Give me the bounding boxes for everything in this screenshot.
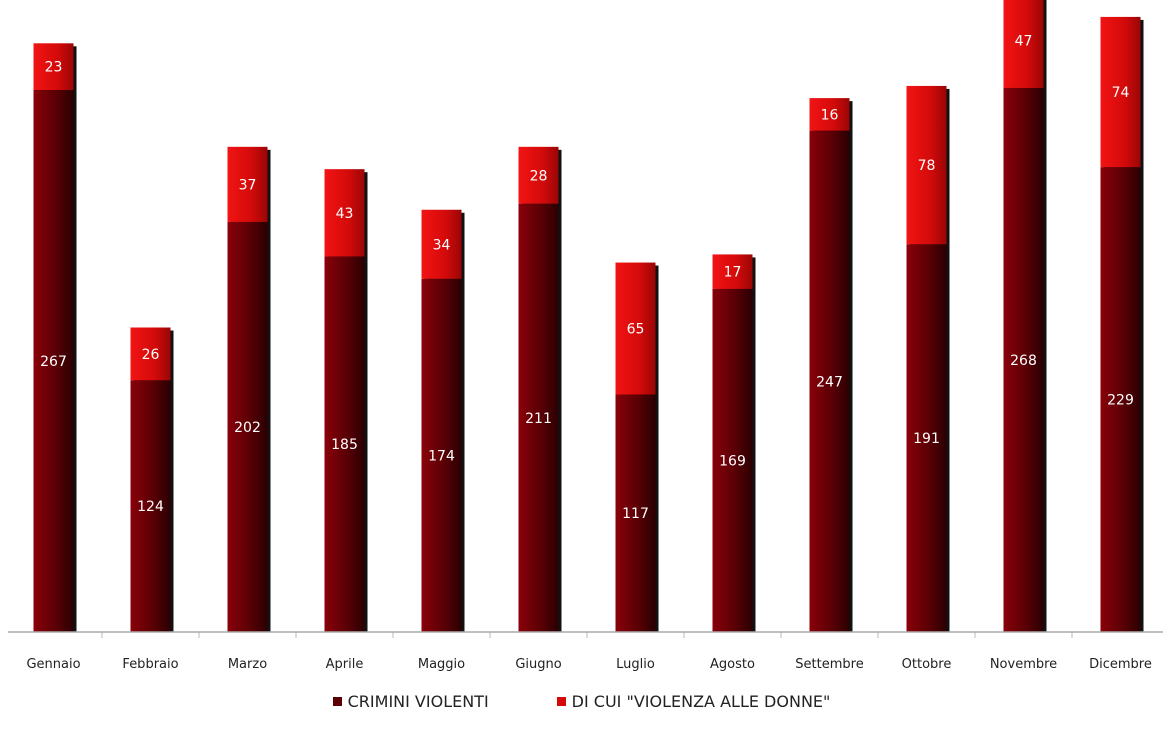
data-label-crimini-violenti: 267 (40, 354, 67, 370)
data-label-violenza-alle-donne: 26 (142, 347, 160, 363)
bar-crimini-violenti (227, 221, 268, 632)
bar-crimini-violenti (518, 203, 559, 633)
legend-item-series-1: CRIMINI VIOLENTI (332, 692, 489, 711)
data-label-violenza-alle-donne: 43 (336, 206, 354, 222)
bar-violenza-alle-donne (1100, 16, 1141, 168)
data-label-crimini-violenti: 117 (622, 506, 649, 522)
bar-violenza-alle-donne (615, 262, 656, 395)
data-label-crimini-violenti: 169 (719, 453, 746, 469)
bar-violenza-alle-donne (809, 98, 850, 131)
bar-crimini-violenti (906, 244, 947, 632)
data-label-crimini-violenti: 202 (234, 420, 261, 436)
data-label-violenza-alle-donne: 47 (1015, 33, 1033, 49)
data-label-crimini-violenti: 211 (525, 411, 552, 427)
data-label-violenza-alle-donne: 16 (821, 107, 839, 123)
x-tick-label: Maggio (418, 657, 465, 672)
bar-violenza-alle-donne (1003, 0, 1044, 88)
bar-crimini-violenti (421, 278, 462, 632)
data-label-violenza-alle-donne: 23 (45, 60, 63, 76)
bar-violenza-alle-donne (33, 43, 74, 90)
data-label-violenza-alle-donne: 17 (724, 265, 742, 281)
x-tick-label: Agosto (710, 657, 755, 672)
x-tick-label: Luglio (616, 657, 655, 672)
data-label-crimini-violenti: 124 (137, 499, 164, 515)
x-tick-label: Settembre (795, 657, 863, 672)
bar-crimini-violenti (1100, 167, 1141, 632)
legend-swatch-series-1 (332, 697, 342, 706)
bar-violenza-alle-donne (130, 327, 171, 381)
x-tick-label: Marzo (228, 657, 267, 672)
bar-crimini-violenti (712, 288, 753, 632)
data-label-violenza-alle-donne: 74 (1112, 85, 1130, 101)
legend: CRIMINI VIOLENTI DI CUI "VIOLENZA ALLE D… (0, 692, 1163, 711)
data-label-crimini-violenti: 185 (331, 437, 358, 453)
legend-swatch-series-2 (556, 697, 566, 706)
legend-label-series-2: DI CUI "VIOLENZA ALLE DONNE" (571, 692, 831, 711)
data-label-violenza-alle-donne: 34 (433, 237, 451, 253)
bar-violenza-alle-donne (712, 254, 753, 289)
x-tick-label: Novembre (990, 657, 1057, 672)
data-label-crimini-violenti: 247 (816, 374, 843, 390)
bar-violenza-alle-donne (518, 146, 559, 204)
data-label-violenza-alle-donne: 37 (239, 177, 257, 193)
bar-crimini-violenti (1003, 87, 1044, 632)
x-tick-label: Aprile (326, 657, 364, 672)
bar-crimini-violenti (324, 256, 365, 632)
bar-violenza-alle-donne (421, 209, 462, 279)
bar-crimini-violenti (130, 380, 171, 632)
legend-item-series-2: DI CUI "VIOLENZA ALLE DONNE" (556, 692, 831, 711)
bar-crimini-violenti (615, 394, 656, 632)
stacked-bar-chart: 267 23 Gennaio 124 26 Febbraio 202 37 Marzo 185 43… (8, 0, 1163, 672)
data-label-violenza-alle-donne: 78 (918, 158, 936, 174)
x-tick-label: Giugno (515, 657, 561, 672)
bar-crimini-violenti (809, 130, 850, 632)
bar-violenza-alle-donne (324, 169, 365, 257)
data-label-crimini-violenti: 191 (913, 431, 940, 447)
x-tick-label: Dicembre (1089, 657, 1152, 672)
bar-violenza-alle-donne (906, 85, 947, 245)
bar-crimini-violenti (33, 89, 74, 633)
x-tick-label: Ottobre (902, 657, 952, 672)
data-label-crimini-violenti: 174 (428, 448, 455, 464)
x-tick-label: Gennaio (26, 657, 80, 672)
data-label-crimini-violenti: 229 (1107, 393, 1134, 409)
data-label-violenza-alle-donne: 65 (627, 322, 645, 338)
legend-label-series-1: CRIMINI VIOLENTI (347, 692, 489, 711)
bar-violenza-alle-donne (227, 146, 268, 222)
data-label-violenza-alle-donne: 28 (530, 168, 548, 184)
x-tick-label: Febbraio (122, 657, 178, 672)
data-label-crimini-violenti: 268 (1010, 353, 1037, 369)
